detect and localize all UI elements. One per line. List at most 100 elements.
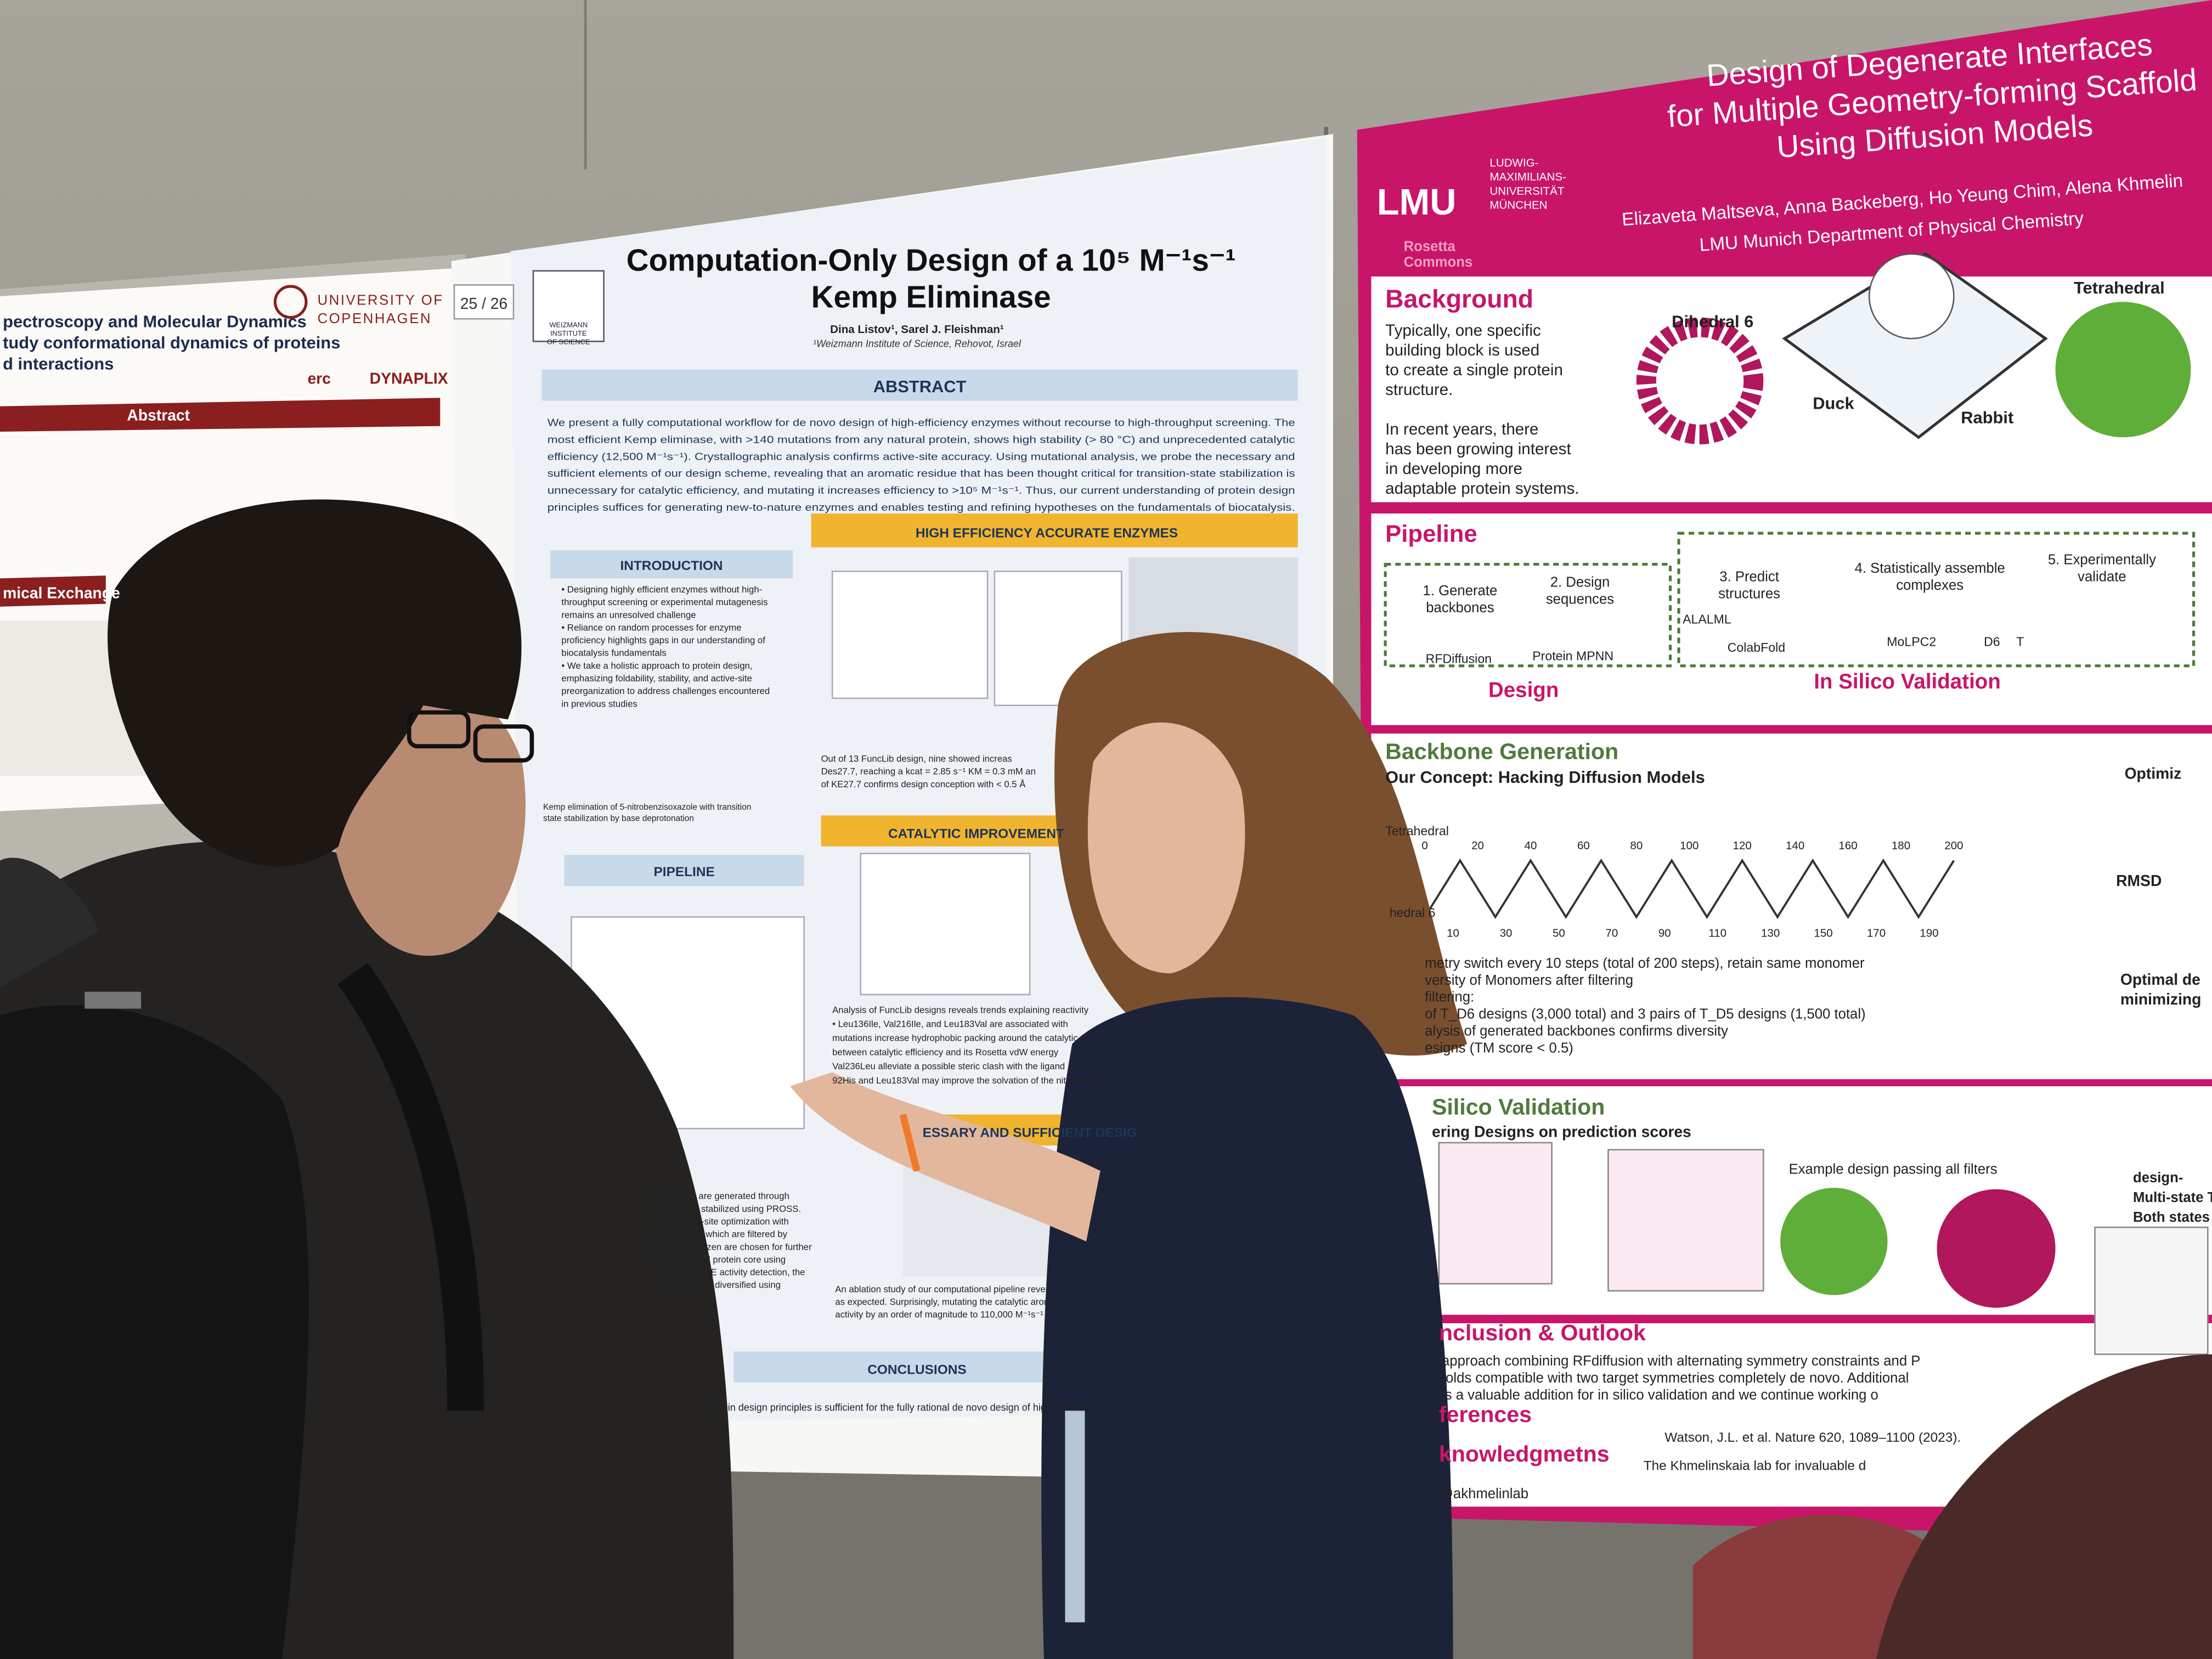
section-bar — [550, 550, 793, 579]
man-hair — [108, 499, 522, 867]
reference-text: Watson, J.L. et al. Nature 620, 1089–110… — [1664, 1430, 1961, 1445]
institution: UNIVERSITY OF — [318, 292, 444, 308]
intro-text: preorganization to address challenges en… — [561, 686, 770, 696]
abstract-text: We present a fully computational workflo… — [548, 417, 1295, 428]
intro-text: • We take a holistic approach to protein… — [561, 661, 752, 671]
intro-text: emphasizing foldability, stability, and … — [561, 673, 752, 684]
caption: Des27.7, reaching a kcat = 2.85 s⁻¹ KM =… — [821, 766, 1036, 777]
step-label: 200 — [1944, 839, 1963, 852]
step-label: 100 — [1680, 839, 1699, 852]
woman-top — [1041, 997, 1453, 1659]
background-text: building block is used — [1385, 341, 1539, 359]
logo-text: MÜNCHEN — [1489, 199, 1547, 212]
conclusion-text: folds compatible with two target symmetr… — [1442, 1370, 1909, 1386]
tool-label: RFDiffusion — [1426, 652, 1492, 666]
logo-text: WEIZMANN — [549, 321, 588, 329]
example-structure — [1780, 1188, 1888, 1295]
weizmann-logo — [532, 270, 605, 342]
backbone-text: versity of Monomers after filtering — [1425, 973, 1633, 988]
rosetta-logo: Commons — [1404, 255, 1473, 270]
step-label: 40 — [1525, 839, 1537, 852]
poster-title: tudy conformational dynamics of proteins — [3, 333, 340, 352]
caption: of KE27.7 confirms design conception wit… — [821, 779, 1026, 789]
background-text: in developing more — [1385, 460, 1522, 478]
intro-text: throughput screening or experimental mut… — [561, 597, 768, 607]
logo: LMU — [1377, 182, 1457, 223]
intro-text: • Designing highly efficient enzymes wit… — [561, 584, 762, 595]
poster-title: d interactions — [3, 354, 114, 374]
side-label: RMSD — [2116, 872, 2162, 889]
catalytic-text: Analysis of FuncLib designs reveals tren… — [832, 1005, 1089, 1015]
ablation-text: as expected. Surprisingly, mutating the … — [835, 1297, 1059, 1307]
section-heading: nclusion & Outlook — [1439, 1320, 1646, 1345]
caption: Out of 13 FuncLib design, nine showed in… — [821, 754, 1012, 764]
pipeline-step: 3. Predict — [1719, 569, 1779, 584]
partner-logo: DYNAPLIX — [370, 369, 448, 387]
figure-label: Tetrahedral — [1385, 823, 1449, 838]
woman-face — [1087, 722, 1245, 974]
intro-text: • Reliance on random processes for enzym… — [561, 622, 741, 633]
section-heading: HIGH EFFICIENCY ACCURATE ENZYMES — [916, 526, 1178, 541]
side-label: Multi-state T & D6 de — [2133, 1190, 2212, 1205]
duck-rabbit-head — [1868, 253, 1955, 340]
tool-label: Protein MPNN — [1532, 648, 1613, 663]
pipeline-step: 1. Generate — [1423, 583, 1498, 599]
intro-text: biocatalysis fundamentals — [561, 648, 666, 658]
partner-logo: erc — [308, 369, 331, 387]
step-label: 110 — [1708, 927, 1726, 939]
bar-chart-figure — [831, 571, 989, 699]
step-label: 190 — [1920, 927, 1938, 939]
catalytic-text: 92His and Leu183Val may improve the solv… — [832, 1075, 1097, 1086]
figure-label: Tetrahedral — [2074, 278, 2165, 297]
step-label: 10 — [1447, 927, 1459, 939]
step-label: 140 — [1786, 839, 1804, 852]
social-handle: @akhmelinlab — [1439, 1486, 1528, 1502]
step-label: 30 — [1500, 927, 1513, 939]
section-heading: Silico Validation — [1432, 1094, 1605, 1119]
panel — [1371, 733, 2212, 1080]
section-heading: Background — [1385, 285, 1533, 313]
subheading: Our Concept: Hacking Diffusion Models — [1385, 768, 1705, 787]
ablation-text: An ablation study of our computational p… — [835, 1284, 1063, 1294]
step-label: 90 — [1658, 927, 1671, 939]
subheading: ering Designs on prediction scores — [1432, 1123, 1691, 1141]
logo-text: LUDWIG- — [1489, 156, 1538, 169]
backpack-strap — [337, 962, 484, 1411]
section-heading: CATALYTIC IMPROVEMENT — [888, 826, 1064, 841]
group-label: In Silico Validation — [1814, 670, 2001, 693]
pipeline-text: active site and protein core using — [652, 1254, 786, 1265]
step-label: 50 — [1553, 927, 1565, 939]
abstract-text: efficiency (12,500 M⁻¹s⁻¹). Crystallogra… — [548, 450, 1295, 462]
rosetta-logo: Rosetta — [1404, 239, 1456, 255]
background-text: Typically, one specific — [1385, 321, 1541, 340]
institution: COPENHAGEN — [318, 311, 432, 326]
figure-label: Duck — [1813, 394, 1854, 413]
section-heading: Pipeline — [1385, 520, 1477, 547]
pipeline-text: R. Following KE activity detection, the — [652, 1267, 805, 1278]
pipeline-step: backbones — [1426, 600, 1494, 616]
pipeline-text: rms. A few dozen are chosen for further — [652, 1242, 812, 1252]
university-seal — [273, 285, 308, 319]
catalytic-text: Val236Leu alleviate a possible steric cl… — [832, 1061, 1065, 1071]
background-text: structure. — [1385, 381, 1453, 399]
pipeline-step: structures — [1718, 586, 1780, 601]
pipeline-text: g and active-site optimization with — [652, 1216, 789, 1227]
section-bar — [0, 575, 106, 607]
glasses — [473, 724, 534, 763]
step-label: 0 — [1421, 839, 1427, 852]
tetrahedral-structure — [2055, 302, 2191, 438]
section-bar — [733, 1351, 1101, 1383]
wristband — [899, 1113, 921, 1172]
section-bar — [811, 514, 1298, 548]
poster-title: Computation-Only Design of a 10⁵ M⁻¹s⁻¹ — [627, 243, 1236, 278]
step-label: 20 — [1471, 839, 1484, 852]
abstract-text: most efficient Kemp eliminase, with >140… — [548, 433, 1295, 445]
step-label: 120 — [1733, 839, 1752, 852]
poster-title: pectroscopy and Molecular Dynamics — [3, 312, 307, 331]
section-heading: knowledgmetns — [1439, 1441, 1610, 1466]
badge — [1065, 1410, 1085, 1623]
background-text: adaptable protein systems. — [1385, 479, 1579, 498]
backpack — [0, 1005, 309, 1659]
design-box — [1384, 563, 1672, 668]
